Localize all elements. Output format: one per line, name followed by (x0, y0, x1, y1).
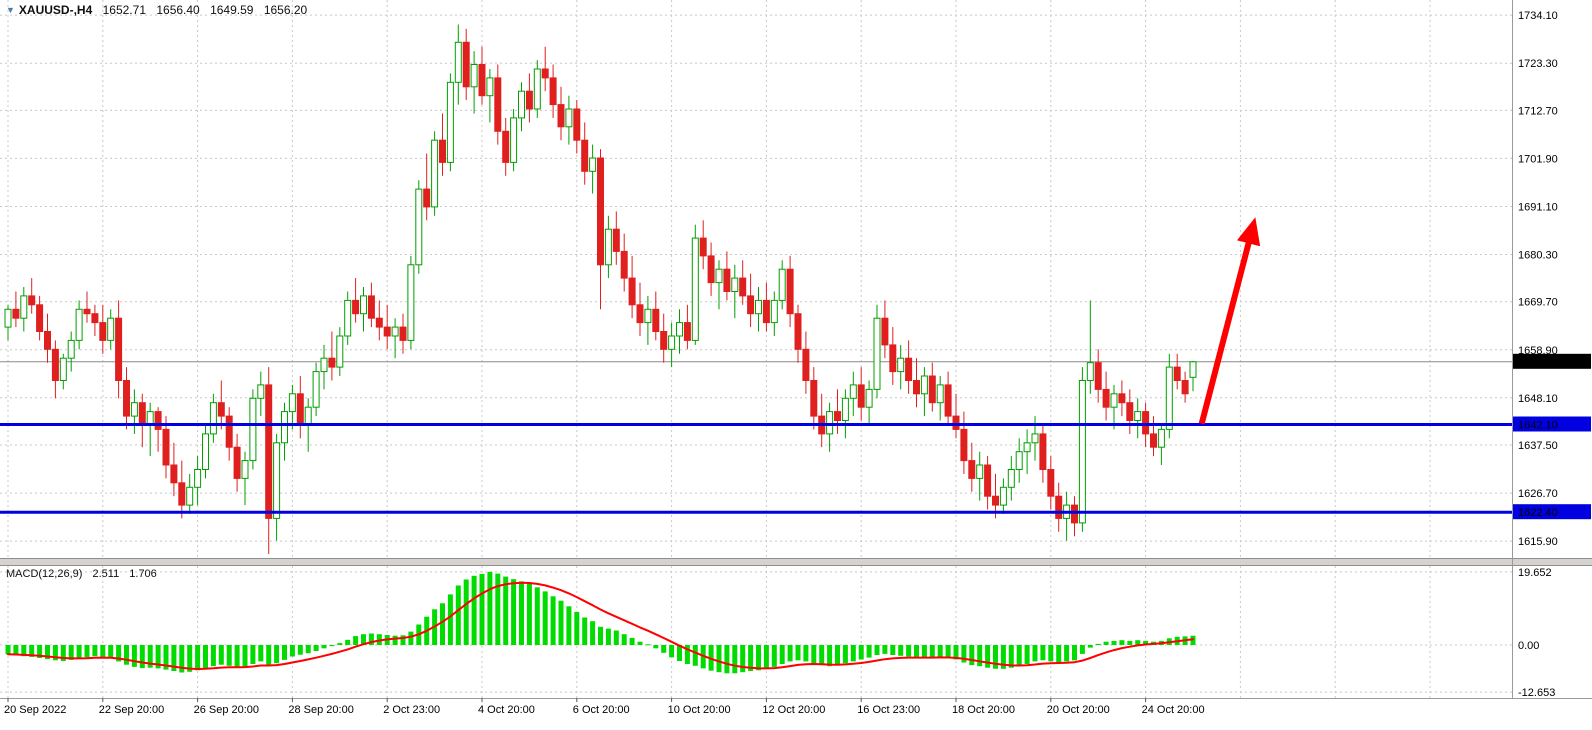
svg-text:6 Oct 20:00: 6 Oct 20:00 (573, 704, 630, 716)
macd-main-value: 2.511 (92, 568, 120, 580)
svg-text:20 Oct 20:00: 20 Oct 20:00 (1047, 704, 1110, 716)
svg-text:4 Oct 20:00: 4 Oct 20:00 (478, 704, 535, 716)
macd-label: MACD(12,26,9) (6, 568, 83, 580)
macd-histogram (5, 571, 1196, 674)
svg-text:1626.70: 1626.70 (1518, 488, 1558, 500)
svg-text:16 Oct 23:00: 16 Oct 23:00 (857, 704, 920, 716)
svg-text:-12.653: -12.653 (1518, 687, 1555, 699)
low-value: 1649.59 (210, 3, 254, 17)
svg-text:1622.40: 1622.40 (1518, 507, 1558, 519)
svg-text:1642.10: 1642.10 (1518, 420, 1558, 432)
svg-text:1680.30: 1680.30 (1518, 250, 1558, 262)
svg-text:1734.10: 1734.10 (1518, 10, 1558, 22)
grid-lines (0, 0, 1512, 698)
quick-trade-dropdown-icon[interactable]: ▼ (6, 5, 15, 15)
svg-text:22 Sep 20:00: 22 Sep 20:00 (99, 704, 164, 716)
open-value: 1652.71 (102, 3, 146, 17)
macd-signal-value: 1.706 (129, 568, 157, 580)
svg-text:28 Sep 20:00: 28 Sep 20:00 (288, 704, 353, 716)
svg-text:0.00: 0.00 (1518, 640, 1539, 652)
high-value: 1656.40 (156, 3, 200, 17)
symbol-ohlc-info: ▼ XAUUSD-,H4 1652.71 1656.40 1649.59 1656… (6, 3, 307, 17)
macd-signal-line (7, 581, 1194, 670)
svg-text:2 Oct 23:00: 2 Oct 23:00 (383, 704, 440, 716)
svg-text:1637.50: 1637.50 (1518, 440, 1558, 452)
svg-text:1712.70: 1712.70 (1518, 105, 1558, 117)
svg-text:1648.10: 1648.10 (1518, 393, 1558, 405)
svg-text:20 Sep 2022: 20 Sep 2022 (4, 704, 66, 716)
time-axis[interactable]: 20 Sep 2022 22 Sep 20:00 26 Sep 20:00 28 Se… (0, 698, 1592, 716)
svg-text:1615.90: 1615.90 (1518, 536, 1558, 548)
svg-text:24 Oct 20:00: 24 Oct 20:00 (1142, 704, 1205, 716)
svg-text:1656.20: 1656.20 (1518, 357, 1558, 369)
svg-text:26 Sep 20:00: 26 Sep 20:00 (194, 704, 259, 716)
svg-text:18 Oct 20:00: 18 Oct 20:00 (952, 704, 1015, 716)
svg-text:1723.30: 1723.30 (1518, 58, 1558, 70)
svg-text:1691.10: 1691.10 (1518, 202, 1558, 214)
svg-text:1669.70: 1669.70 (1518, 297, 1558, 309)
svg-text:19.652: 19.652 (1518, 567, 1552, 579)
arrow-annotation[interactable] (1198, 217, 1261, 425)
symbol-period-label: XAUUSD-,H4 (18, 3, 93, 17)
price-axis[interactable]: 1734.10 1723.30 1712.70 1701.90 1691.10 1680.… (1512, 0, 1592, 699)
candlesticks (4, 24, 1197, 554)
macd-indicator-info: MACD(12,26,9) 2.511 1.706 (6, 568, 164, 580)
svg-text:10 Oct 20:00: 10 Oct 20:00 (668, 704, 731, 716)
support-lines[interactable] (0, 423, 1512, 514)
close-value: 1656.20 (263, 3, 308, 17)
pane-separator[interactable] (0, 558, 1592, 566)
svg-text:12 Oct 20:00: 12 Oct 20:00 (762, 704, 825, 716)
svg-text:1701.90: 1701.90 (1518, 153, 1558, 165)
